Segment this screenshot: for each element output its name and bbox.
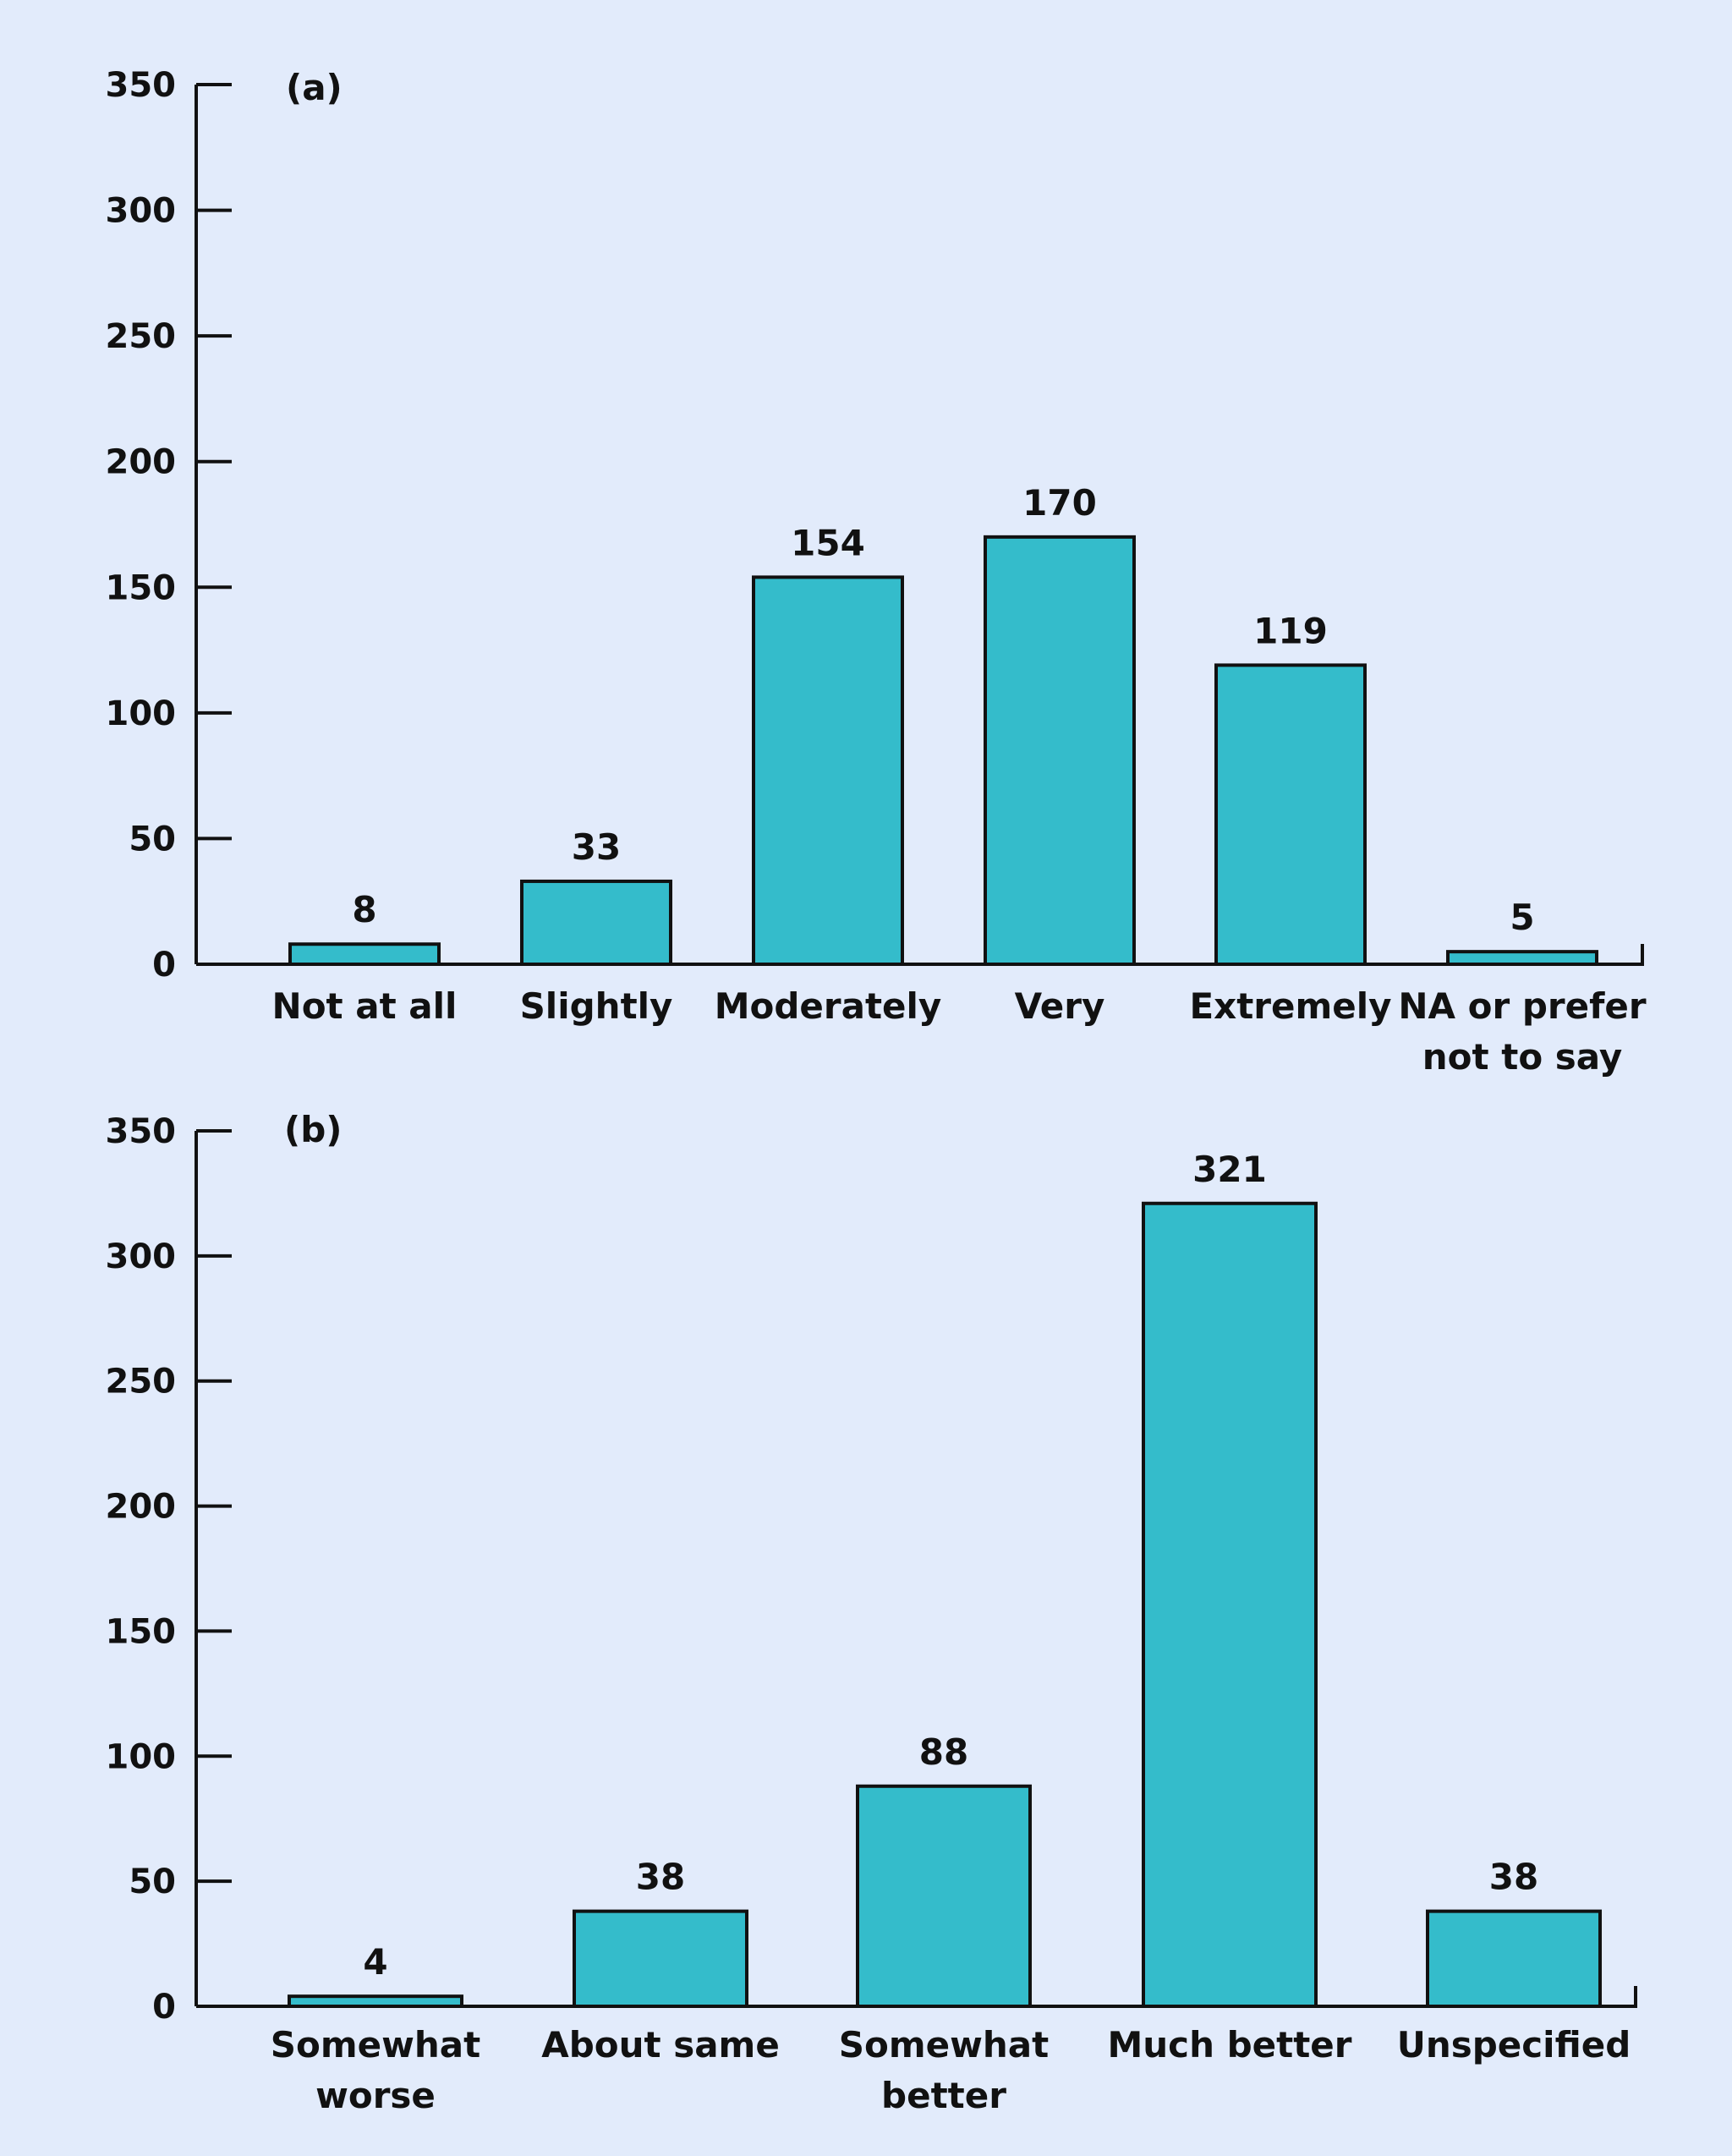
panel-a-chart: 0 50 100 150 200 250 300 350 (a) 8 Not at all 33 Sli… — [106, 66, 1647, 1078]
bar — [1426, 1909, 1602, 2009]
y-tick-label: 50 — [129, 820, 176, 859]
bar — [1214, 663, 1367, 967]
bar-value-label: 8 — [352, 889, 376, 930]
bar — [752, 575, 904, 967]
bar — [856, 1784, 1032, 2009]
y-tick-label: 250 — [106, 317, 177, 356]
x-category-label: Unspecified — [1397, 2024, 1631, 2065]
bar-value-label: 33 — [572, 826, 621, 868]
y-tick-label: 150 — [106, 568, 177, 607]
y-tick-label: 150 — [106, 1612, 177, 1651]
y-tick-label: 200 — [106, 443, 177, 482]
x-category-label: Somewhat worse — [271, 2024, 480, 2116]
y-tick-label: 250 — [106, 1363, 177, 1402]
bar — [1446, 950, 1598, 966]
y-tick-label: 200 — [106, 1488, 177, 1527]
x-axis-line — [196, 944, 1644, 966]
bar — [288, 1994, 463, 2008]
x-category-label: Not at all — [272, 985, 458, 1027]
bar-value-label: 4 — [363, 1941, 387, 1983]
bar-value-label: 38 — [1489, 1857, 1538, 1898]
y-tick-label: 50 — [129, 1862, 176, 1901]
y-tick-label: 350 — [106, 66, 177, 105]
x-category-label: Much better — [1107, 2024, 1351, 2065]
x-category-label: Somewhat better — [839, 2024, 1049, 2116]
x-category-label: Slightly — [520, 985, 673, 1027]
x-category-label: Moderately — [715, 985, 942, 1027]
bar — [1142, 1201, 1318, 2009]
bar — [520, 879, 672, 967]
x-category-label: About same — [541, 2024, 780, 2065]
y-tick-label: 300 — [106, 192, 177, 231]
bar-value-label: 119 — [1253, 610, 1328, 651]
bar-value-label: 38 — [636, 1857, 685, 1898]
panel-b-chart: 0 50 100 150 200 250 300 350 (b) 4 Somewhat worse 38… — [106, 1109, 1637, 2116]
bar-value-label: 88 — [919, 1731, 968, 1773]
y-tick-label: 300 — [106, 1237, 177, 1276]
bar-value-label: 5 — [1510, 897, 1534, 938]
x-category-label: Very — [1015, 985, 1105, 1027]
y-tick-label: 350 — [106, 1112, 177, 1151]
x-category-label: NA or prefer not to say — [1398, 985, 1646, 1078]
y-tick-label: 100 — [106, 1737, 177, 1776]
bar-value-label: 170 — [1022, 482, 1097, 524]
panel-label: (a) — [286, 67, 343, 108]
y-tick-label: 0 — [152, 946, 176, 985]
bar — [984, 535, 1136, 966]
bar — [573, 1909, 748, 2009]
bar — [288, 942, 441, 966]
y-tick-label: 100 — [106, 694, 177, 733]
panel-label: (b) — [284, 1109, 342, 1150]
y-tick-label: 0 — [152, 1988, 176, 2027]
x-category-label: Extremely — [1189, 985, 1391, 1027]
bar-value-label: 321 — [1192, 1149, 1267, 1190]
bar-value-label: 154 — [791, 522, 865, 563]
